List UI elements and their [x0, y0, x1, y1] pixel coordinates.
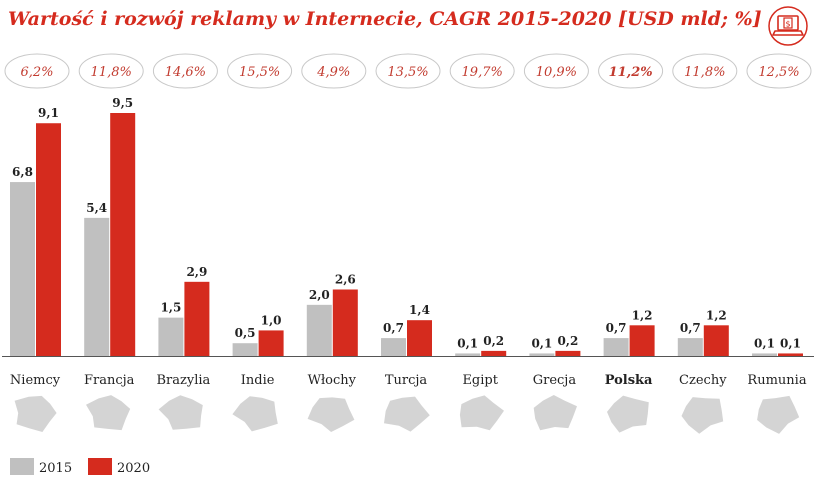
laptop-dollar-icon: $: [768, 6, 808, 46]
country-map-czechy: [681, 397, 724, 434]
bar-2015-indie: [232, 343, 258, 356]
value-label-2020-egipt: 0,2: [483, 334, 504, 348]
chart-title: Wartość i rozwój reklamy w Internecie, C…: [8, 8, 762, 30]
cagr-ellipse: [78, 53, 144, 89]
value-label-2020-rumunia: 0,1: [780, 336, 801, 350]
category-label-niemcy: Niemcy: [10, 373, 61, 388]
category-label-egipt: Egipt: [462, 373, 498, 388]
value-label-2020-brazylia: 2,9: [186, 265, 207, 279]
cagr-label: 13,5%: [387, 65, 428, 80]
value-label-2015-brazylia: 1,5: [160, 301, 181, 315]
bar-2020-grecja: [555, 350, 581, 356]
country-map-polska: [607, 395, 649, 433]
bar-2015-rumunia: [752, 353, 777, 356]
country-map-indie: [232, 396, 278, 432]
legend-swatch-2015: [10, 458, 34, 475]
legend-label-2015: 2015: [39, 461, 72, 476]
cagr-ellipse: [746, 53, 812, 89]
country-map-grecja: [533, 395, 577, 431]
bar-2015-francja: [84, 217, 110, 356]
bar-2020-niemcy: [36, 123, 61, 356]
value-label-2015-grecja: 0,1: [531, 336, 552, 350]
cagr-label: 11,2%: [609, 65, 653, 80]
cagr-ellipse: [301, 53, 367, 89]
country-map-egipt: [459, 395, 504, 431]
cagr-label: 14,6%: [165, 65, 206, 80]
value-label-2015-niemcy: 6,8: [12, 165, 33, 179]
category-label-grecja: Grecja: [533, 373, 577, 388]
value-label-2015-turcja: 0,7: [383, 321, 404, 335]
value-label-2020-grecja: 0,2: [557, 334, 578, 348]
cagr-ellipse: [227, 53, 293, 89]
country-map-w-ochy: [307, 397, 355, 432]
value-label-2015-czechy: 0,7: [680, 321, 701, 335]
cagr-ellipse: [4, 53, 70, 89]
bar-2020-polska: [629, 325, 655, 356]
value-label-2015-egipt: 0,1: [457, 336, 478, 350]
value-label-2015-rumunia: 0,1: [754, 336, 775, 350]
country-map-francja: [86, 395, 131, 431]
value-label-2015-francja: 5,4: [86, 201, 107, 215]
legend-swatch-2020: [88, 458, 112, 475]
bar-2015-brazylia: [158, 317, 184, 356]
bar-2020-indie: [258, 330, 284, 356]
bar-2015-w-ochy: [306, 304, 332, 356]
bar-2015-czechy: [677, 338, 703, 356]
bar-2020-francja: [110, 113, 136, 356]
bar-2020-brazylia: [184, 281, 210, 356]
bar-2020-egipt: [481, 350, 507, 356]
value-label-2020-indie: 1,0: [261, 313, 282, 327]
value-label-2020-polska: 1,2: [632, 308, 653, 322]
cagr-label: 6,2%: [20, 65, 53, 80]
bar-2020-czechy: [703, 325, 729, 356]
cagr-ellipse: [152, 53, 218, 89]
cagr-ellipse: [523, 53, 589, 89]
cagr-ellipse: [375, 53, 441, 89]
bar-2020-w-ochy: [332, 289, 358, 356]
cagr-label: 10,9%: [536, 65, 577, 80]
value-label-2015-w-ochy: 2,0: [309, 288, 330, 302]
value-label-2020-czechy: 1,2: [706, 308, 727, 322]
category-label-indie: Indie: [241, 373, 275, 388]
value-label-2020-turcja: 1,4: [409, 303, 430, 317]
country-map-turcja: [384, 396, 430, 432]
svg-text:$: $: [785, 20, 790, 29]
country-map-brazylia: [158, 395, 203, 430]
category-label-turcja: Turcja: [385, 373, 428, 388]
bar-2015-turcja: [381, 338, 406, 356]
cagr-label: 11,8%: [684, 65, 725, 80]
category-label-francja: Francja: [84, 373, 135, 388]
category-label-w-ochy: Włochy: [308, 373, 357, 388]
cagr-label: 19,7%: [462, 65, 503, 80]
bar-2015-egipt: [455, 353, 481, 356]
country-map-rumunia: [757, 395, 800, 434]
cagr-label: 11,8%: [91, 65, 132, 80]
value-label-2020-niemcy: 9,1: [38, 106, 59, 120]
cagr-label: 4,9%: [316, 65, 350, 80]
bar-2020-turcja: [407, 320, 432, 356]
bar-2015-grecja: [529, 353, 555, 356]
cagr-ellipse: [598, 53, 664, 89]
cagr-ellipse: [449, 53, 515, 89]
country-map-niemcy: [14, 395, 57, 432]
bar-2020-rumunia: [778, 353, 803, 356]
value-label-2020-w-ochy: 2,6: [335, 272, 356, 286]
bar-2015-niemcy: [10, 182, 35, 356]
category-label-rumunia: Rumunia: [747, 373, 806, 388]
value-label-2015-indie: 0,5: [235, 326, 256, 340]
cagr-label: 12,5%: [758, 65, 799, 80]
category-label-brazylia: Brazylia: [157, 373, 211, 388]
legend-label-2020: 2020: [117, 461, 150, 476]
category-label-polska: Polska: [605, 373, 653, 388]
value-label-2020-francja: 9,5: [112, 96, 133, 110]
cagr-label: 15,5%: [239, 65, 280, 80]
bar-2015-polska: [603, 338, 629, 356]
cagr-ellipse: [672, 53, 738, 89]
category-label-czechy: Czechy: [679, 373, 727, 388]
value-label-2015-polska: 0,7: [606, 321, 627, 335]
